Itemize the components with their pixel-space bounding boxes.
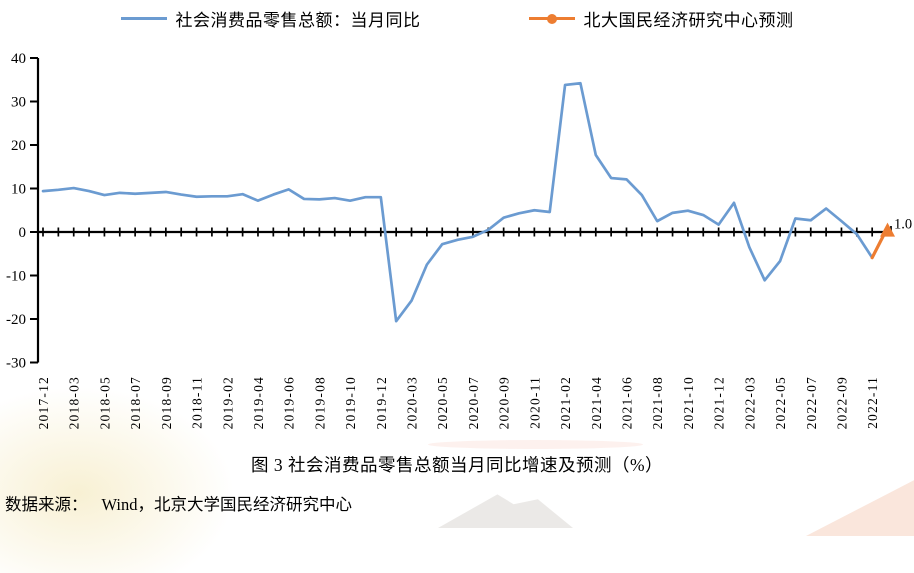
y-tick-label: -10	[6, 269, 26, 285]
x-tick-label: 2020-05	[435, 376, 450, 429]
chart-legend: 社会消费品零售总额：当月同比 北大国民经济研究中心预测	[0, 6, 914, 31]
x-tick-label: 2018-07	[128, 376, 143, 429]
y-tick-label: -30	[6, 356, 26, 372]
x-tick-label: 2020-09	[497, 376, 512, 429]
actual-series-line-swatch	[120, 17, 167, 20]
legend-label-forecast: 北大国民经济研究中心预测	[583, 11, 794, 30]
forecast-value-label: 1.0	[894, 217, 912, 233]
chart-plot-area: 40 30 20 10 0 -10 -20 -30 2017-12 2018-03 2018-05 2…	[0, 42, 914, 454]
y-tick-label: 40	[11, 51, 26, 67]
y-tick-label: 20	[11, 138, 26, 154]
y-tick-label: -20	[6, 312, 26, 328]
x-tick-label: 2020-07	[466, 376, 481, 429]
y-tick-label: 30	[11, 95, 26, 111]
x-tick-label: 2022-11	[865, 376, 880, 429]
y-tick-label: 0	[19, 225, 27, 241]
data-source-text: Wind，北京大学国民经济研究中心	[101, 495, 353, 514]
x-tick-label: 2021-12	[712, 376, 727, 429]
x-tick-label: 2021-04	[589, 376, 604, 429]
data-source-line: 数据来源： Wind，北京大学国民经济研究中心	[5, 491, 352, 515]
x-tick-label: 2022-05	[773, 376, 788, 429]
figure-caption: 图 3 社会消费品零售总额当月同比增速及预测（%）	[250, 455, 664, 475]
data-source-label: 数据来源：	[5, 495, 88, 514]
x-tick-label: 2021-06	[619, 376, 634, 429]
x-tick-label: 2019-12	[374, 376, 389, 429]
actual-series-polyline	[41, 81, 874, 323]
x-tick-label: 2022-03	[742, 376, 757, 429]
x-tick-label: 2019-06	[282, 376, 297, 429]
x-tick-label: 2019-10	[343, 376, 358, 429]
x-tick-label: 2020-11	[527, 376, 542, 429]
x-tick-label: 2021-08	[650, 376, 665, 429]
watermark-mountain	[438, 494, 573, 528]
watermark-corner	[806, 474, 914, 536]
y-tick-label: 10	[11, 182, 26, 198]
x-tick-label: 2019-02	[220, 376, 235, 429]
legend-label-actual: 社会消费品零售总额：当月同比	[175, 11, 421, 30]
x-tick-label: 2020-03	[405, 376, 420, 429]
forecast-series-dot-marker	[546, 13, 557, 24]
x-tick-label: 2022-09	[834, 376, 849, 429]
x-tick-label: 2018-11	[190, 376, 205, 429]
x-tick-label: 2017-12	[36, 376, 51, 429]
x-tick-label: 2018-09	[159, 376, 174, 429]
legend-item-actual: 社会消费品零售总额：当月同比	[120, 6, 421, 31]
x-tick-label: 2019-08	[312, 376, 327, 429]
x-tick-label: 2018-05	[97, 376, 112, 429]
figure-page: { "legend": { "series1": "社会消费品零售总额：当月同比…	[0, 6, 914, 573]
x-tick-label: 2021-10	[681, 376, 696, 429]
x-tick-label: 2021-02	[558, 376, 573, 429]
forecast-series-line-swatch	[528, 13, 575, 24]
forecast-arrow-marker	[880, 222, 896, 237]
x-tick-label: 2022-07	[804, 376, 819, 429]
line-chart: 40 30 20 10 0 -10 -20 -30 2017-12 2018-03 2018-05 2…	[6, 51, 912, 429]
x-tick-label: 2018-03	[67, 376, 82, 429]
x-tick-label: 2019-04	[251, 376, 266, 429]
legend-item-forecast: 北大国民经济研究中心预测	[528, 6, 794, 31]
